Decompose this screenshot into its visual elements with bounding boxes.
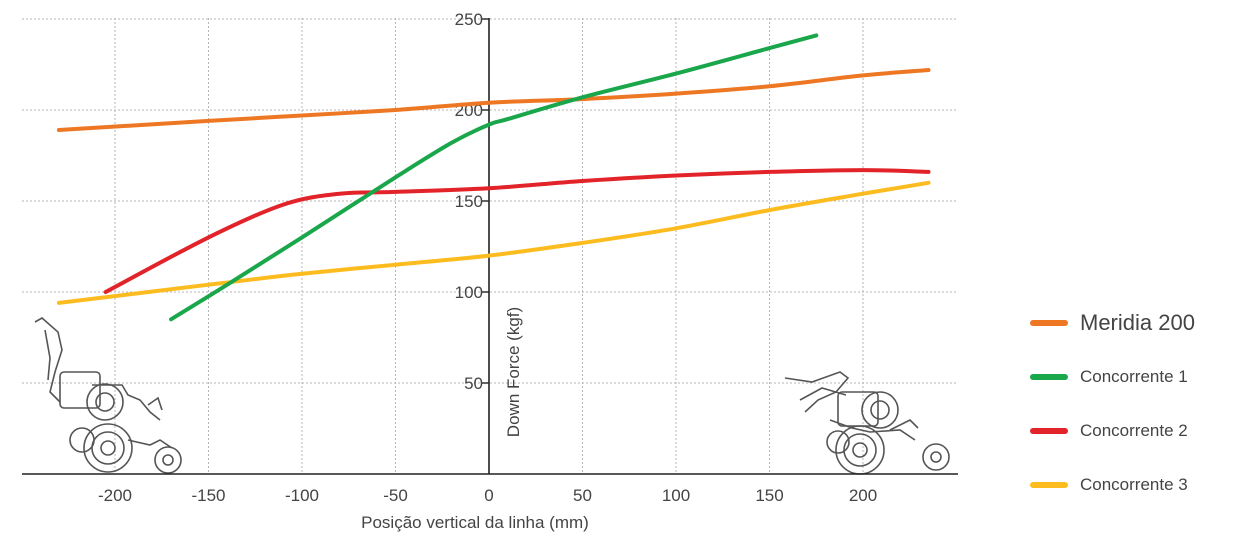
x-tick-label: 50 [573, 486, 592, 505]
y-tick-label: 250 [455, 10, 483, 29]
planter-illustration-left [34, 317, 182, 474]
x-tick-label: 100 [662, 486, 690, 505]
legend-swatch [1030, 320, 1068, 326]
tick-labels: -200 -150 -100 -50 0 50 100 150 2005010015020025… [98, 10, 877, 505]
planter-illustration-right [784, 371, 950, 475]
x-tick-label: -150 [191, 486, 225, 505]
legend-label: Meridia 200 [1080, 310, 1195, 335]
legend-item-concorrente-1: Concorrente 1 [1030, 362, 1195, 392]
legend: Meridia 200 Concorrente 1 Concorrente 2 … [1030, 308, 1195, 500]
y-axis-title: Down Force (kgf) [504, 307, 523, 437]
series-line-meridia-200 [56, 68, 931, 132]
x-tick-label: 200 [849, 486, 877, 505]
x-tick-label: -100 [285, 486, 319, 505]
legend-label: Concorrente 1 [1080, 367, 1188, 386]
legend-item-meridia-200: Meridia 200 [1030, 308, 1195, 338]
axes [22, 18, 958, 475]
legend-item-concorrente-2: Concorrente 2 [1030, 416, 1195, 446]
grid-lines [22, 18, 958, 474]
planter-illustrations [34, 317, 950, 475]
legend-label: Concorrente 2 [1080, 421, 1188, 440]
legend-swatch [1030, 482, 1068, 488]
y-tick-label: 50 [464, 374, 483, 393]
legend-swatch [1030, 374, 1068, 380]
legend-item-concorrente-3: Concorrente 3 [1030, 470, 1195, 500]
x-tick-label: -50 [383, 486, 408, 505]
x-axis-title: Posição vertical da linha (mm) [361, 513, 589, 532]
y-tick-label: 150 [455, 192, 483, 211]
series-layer [56, 33, 931, 322]
series-line-concorrente-1 [169, 33, 819, 322]
y-tick-label: 100 [455, 283, 483, 302]
chart-area: -200 -150 -100 -50 0 50 100 150 2005010015020025… [22, 10, 958, 532]
x-tick-label: 150 [755, 486, 783, 505]
x-tick-label: -200 [98, 486, 132, 505]
legend-swatch [1030, 428, 1068, 434]
x-tick-label: 0 [484, 486, 493, 505]
legend-label: Concorrente 3 [1080, 475, 1188, 494]
series-line-concorrente-2 [103, 168, 931, 294]
